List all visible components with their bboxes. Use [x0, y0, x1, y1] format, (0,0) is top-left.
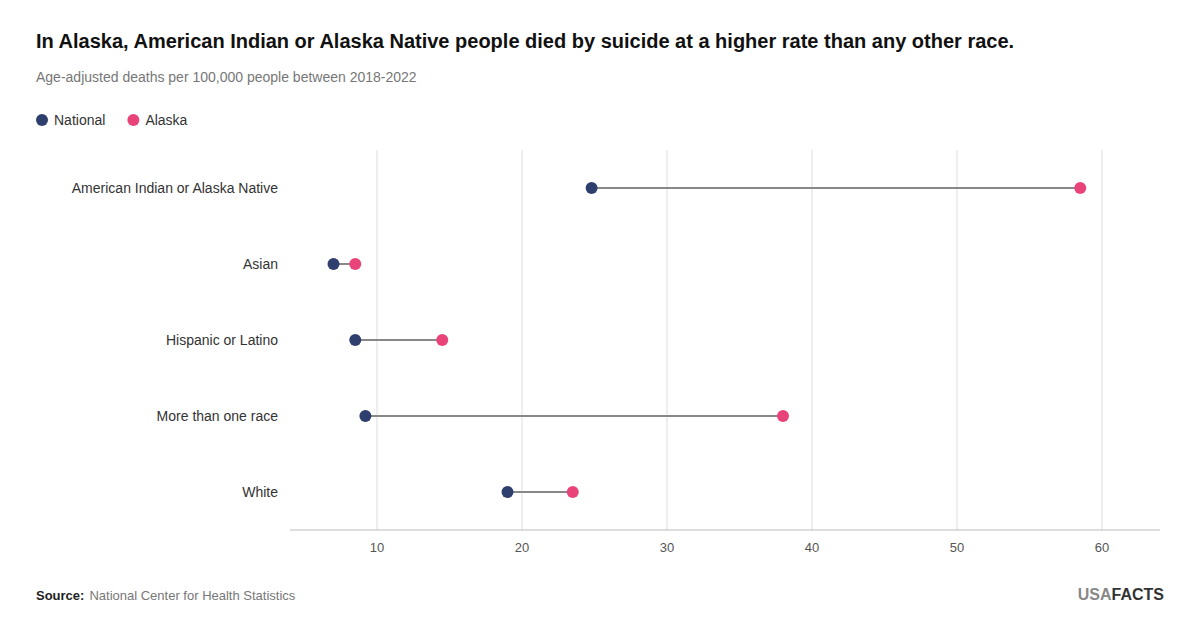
source-label: Source: — [36, 588, 84, 603]
x-axis: 10 20 30 40 50 60 — [290, 530, 1160, 555]
connector — [355, 339, 442, 341]
legend-swatch — [36, 114, 48, 126]
marks — [328, 182, 1087, 498]
dot — [502, 486, 514, 498]
connector — [365, 415, 783, 417]
tick-label: 50 — [950, 540, 964, 555]
dot — [359, 410, 371, 422]
chart: In Alaska, American Indian or Alaska Nat… — [0, 0, 1200, 628]
category-label: White — [242, 484, 278, 500]
tick-label: 20 — [515, 540, 529, 555]
dot — [328, 258, 340, 270]
dot — [349, 334, 361, 346]
tick-label: 60 — [1095, 540, 1109, 555]
category-label: American Indian or Alaska Native — [72, 180, 278, 196]
grid-line — [1102, 150, 1103, 530]
dot — [349, 258, 361, 270]
category-label: Asian — [243, 256, 278, 272]
dot — [1074, 182, 1086, 194]
legend-label: National — [54, 112, 105, 128]
brand-part: FACTS — [1112, 586, 1165, 603]
category-label: More than one race — [157, 408, 279, 424]
grid — [377, 150, 1102, 530]
axis-line — [290, 530, 1160, 531]
dot — [777, 410, 789, 422]
legend-swatch — [127, 114, 139, 126]
brand: USAFACTS — [1078, 586, 1165, 603]
brand-part: USA — [1078, 586, 1112, 603]
category-label: Hispanic or Latino — [166, 332, 278, 348]
legend-label: Alaska — [145, 112, 187, 128]
dot — [586, 182, 598, 194]
title: In Alaska, American Indian or Alaska Nat… — [36, 30, 1014, 52]
grid-line — [522, 150, 523, 530]
connector — [508, 491, 573, 493]
grid-line — [667, 150, 668, 530]
connector — [592, 187, 1081, 189]
y-axis: American Indian or Alaska Native Asian His… — [72, 180, 278, 500]
tick-label: 10 — [370, 540, 384, 555]
subtitle: Age-adjusted deaths per 100,000 people b… — [36, 69, 417, 85]
dot — [567, 486, 579, 498]
source: Source: National Center for Health Statis… — [36, 588, 296, 603]
dot — [436, 334, 448, 346]
tick-label: 30 — [660, 540, 674, 555]
grid-line — [957, 150, 958, 530]
legend: National Alaska — [36, 112, 188, 128]
grid-line — [812, 150, 813, 530]
source-text: National Center for Health Statistics — [89, 588, 295, 603]
tick-label: 40 — [805, 540, 819, 555]
